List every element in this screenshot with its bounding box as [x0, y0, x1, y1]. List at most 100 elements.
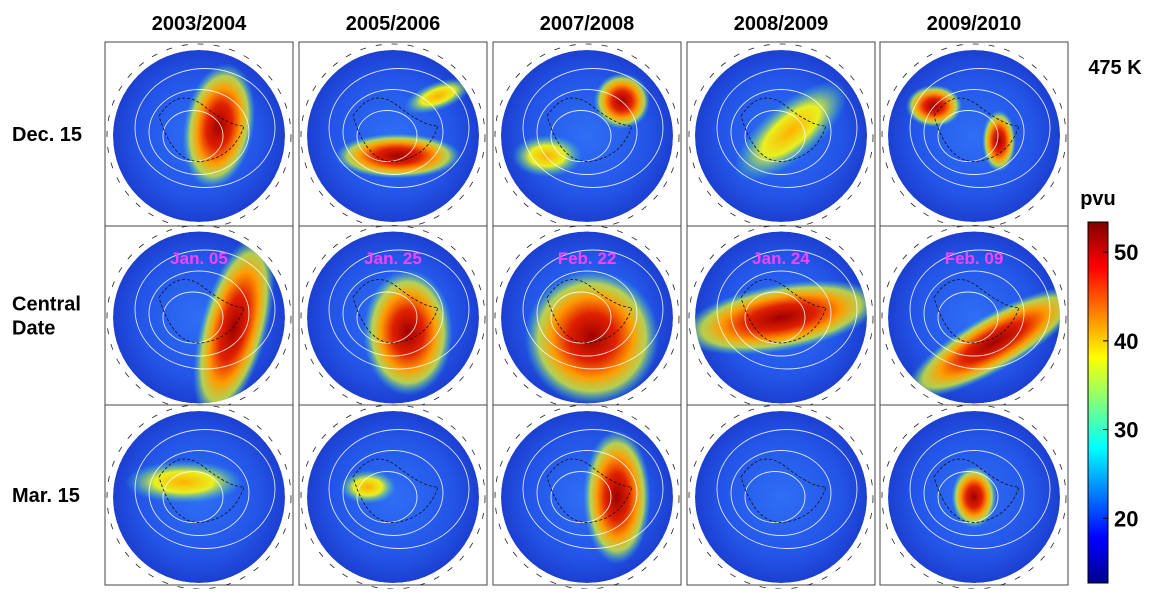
map-field [307, 231, 479, 404]
contour [536, 89, 638, 175]
contour [909, 68, 1051, 188]
central-date: Jan. 05 [170, 249, 228, 268]
map-panel [298, 225, 488, 410]
map-field [888, 50, 1060, 222]
row-label: Dec. 15 [12, 124, 82, 146]
column-header: 2009/2010 [927, 13, 1022, 35]
map-field [307, 411, 479, 583]
pv-blob [340, 470, 396, 504]
contour [356, 471, 418, 523]
contour [730, 89, 832, 175]
coastline [158, 279, 245, 344]
pv-blob [524, 270, 660, 404]
coastline [546, 279, 633, 344]
contour [134, 249, 276, 370]
pv-blob [125, 461, 243, 503]
contour [744, 110, 806, 162]
contour [550, 471, 612, 523]
coastline [933, 458, 1020, 523]
map-panel [879, 41, 1069, 229]
map-disc [501, 50, 673, 222]
contour [716, 68, 858, 188]
map-field [501, 231, 673, 404]
coastline [352, 279, 439, 344]
pv-blob [363, 269, 453, 396]
contour [162, 291, 224, 344]
coastline [352, 97, 439, 162]
row-label: Central [12, 294, 81, 316]
level-label: 475 K [1088, 57, 1142, 79]
column-header: 2007/2008 [540, 13, 635, 35]
map-field [888, 411, 1060, 583]
contour [356, 291, 418, 344]
map-field [113, 411, 285, 583]
map-panel [879, 404, 1069, 590]
contour [937, 471, 999, 523]
pv-blob [951, 466, 997, 528]
contour [716, 429, 858, 549]
contour [550, 291, 612, 344]
map-disc [695, 411, 867, 583]
map-panel [298, 404, 488, 590]
map-panel [298, 41, 488, 229]
contour [744, 471, 806, 523]
map-field [695, 231, 867, 404]
contour [342, 270, 444, 357]
map-panel [492, 404, 682, 590]
pv-blob [583, 429, 651, 565]
contour [522, 68, 664, 188]
map-field [695, 50, 867, 222]
colorbar-tick-label: 50 [1114, 240, 1138, 265]
pv-blob [734, 81, 848, 181]
map-panel [492, 225, 682, 410]
coastline [158, 458, 245, 523]
pv-blob [905, 286, 1060, 399]
coastline [546, 458, 633, 523]
row-label: Date [12, 318, 55, 340]
coastline [933, 97, 1020, 162]
colorbar-label: pvu [1080, 188, 1116, 210]
contour [342, 89, 444, 175]
map-disc [307, 411, 479, 583]
pv-blob [404, 78, 472, 114]
contour [716, 249, 858, 370]
pv-blob [695, 280, 867, 355]
map-panel [686, 225, 876, 410]
contour [148, 270, 250, 357]
map-field [888, 231, 1060, 404]
coastline [158, 97, 245, 162]
central-date: Jan. 25 [364, 249, 422, 268]
column-header: 2008/2009 [734, 13, 829, 35]
pv-blob [982, 110, 1016, 172]
map-panel [104, 41, 294, 229]
colorbar-tick-label: 20 [1114, 506, 1138, 531]
contour [148, 89, 250, 175]
contour [162, 471, 224, 523]
contour [937, 110, 999, 162]
contour [328, 249, 470, 370]
contour [909, 429, 1051, 549]
contour [162, 110, 224, 162]
map-field [113, 50, 285, 222]
pv-blob [182, 63, 256, 189]
contour [923, 270, 1025, 357]
contour [342, 450, 444, 536]
map-field [501, 411, 673, 583]
row-label: Mar. 15 [12, 485, 80, 507]
pv-blob [335, 133, 461, 179]
contour [923, 89, 1025, 175]
pv-blob [594, 73, 650, 129]
contour [328, 68, 470, 188]
contour [550, 110, 612, 162]
contour [923, 450, 1025, 536]
contour [909, 249, 1051, 370]
coastline [933, 279, 1020, 344]
contour [536, 450, 638, 536]
coastline [740, 97, 827, 162]
central-date: Feb. 09 [945, 249, 1004, 268]
coastline [740, 279, 827, 344]
coastline [740, 458, 827, 523]
map-panel [104, 225, 294, 410]
map-panel [104, 404, 294, 590]
